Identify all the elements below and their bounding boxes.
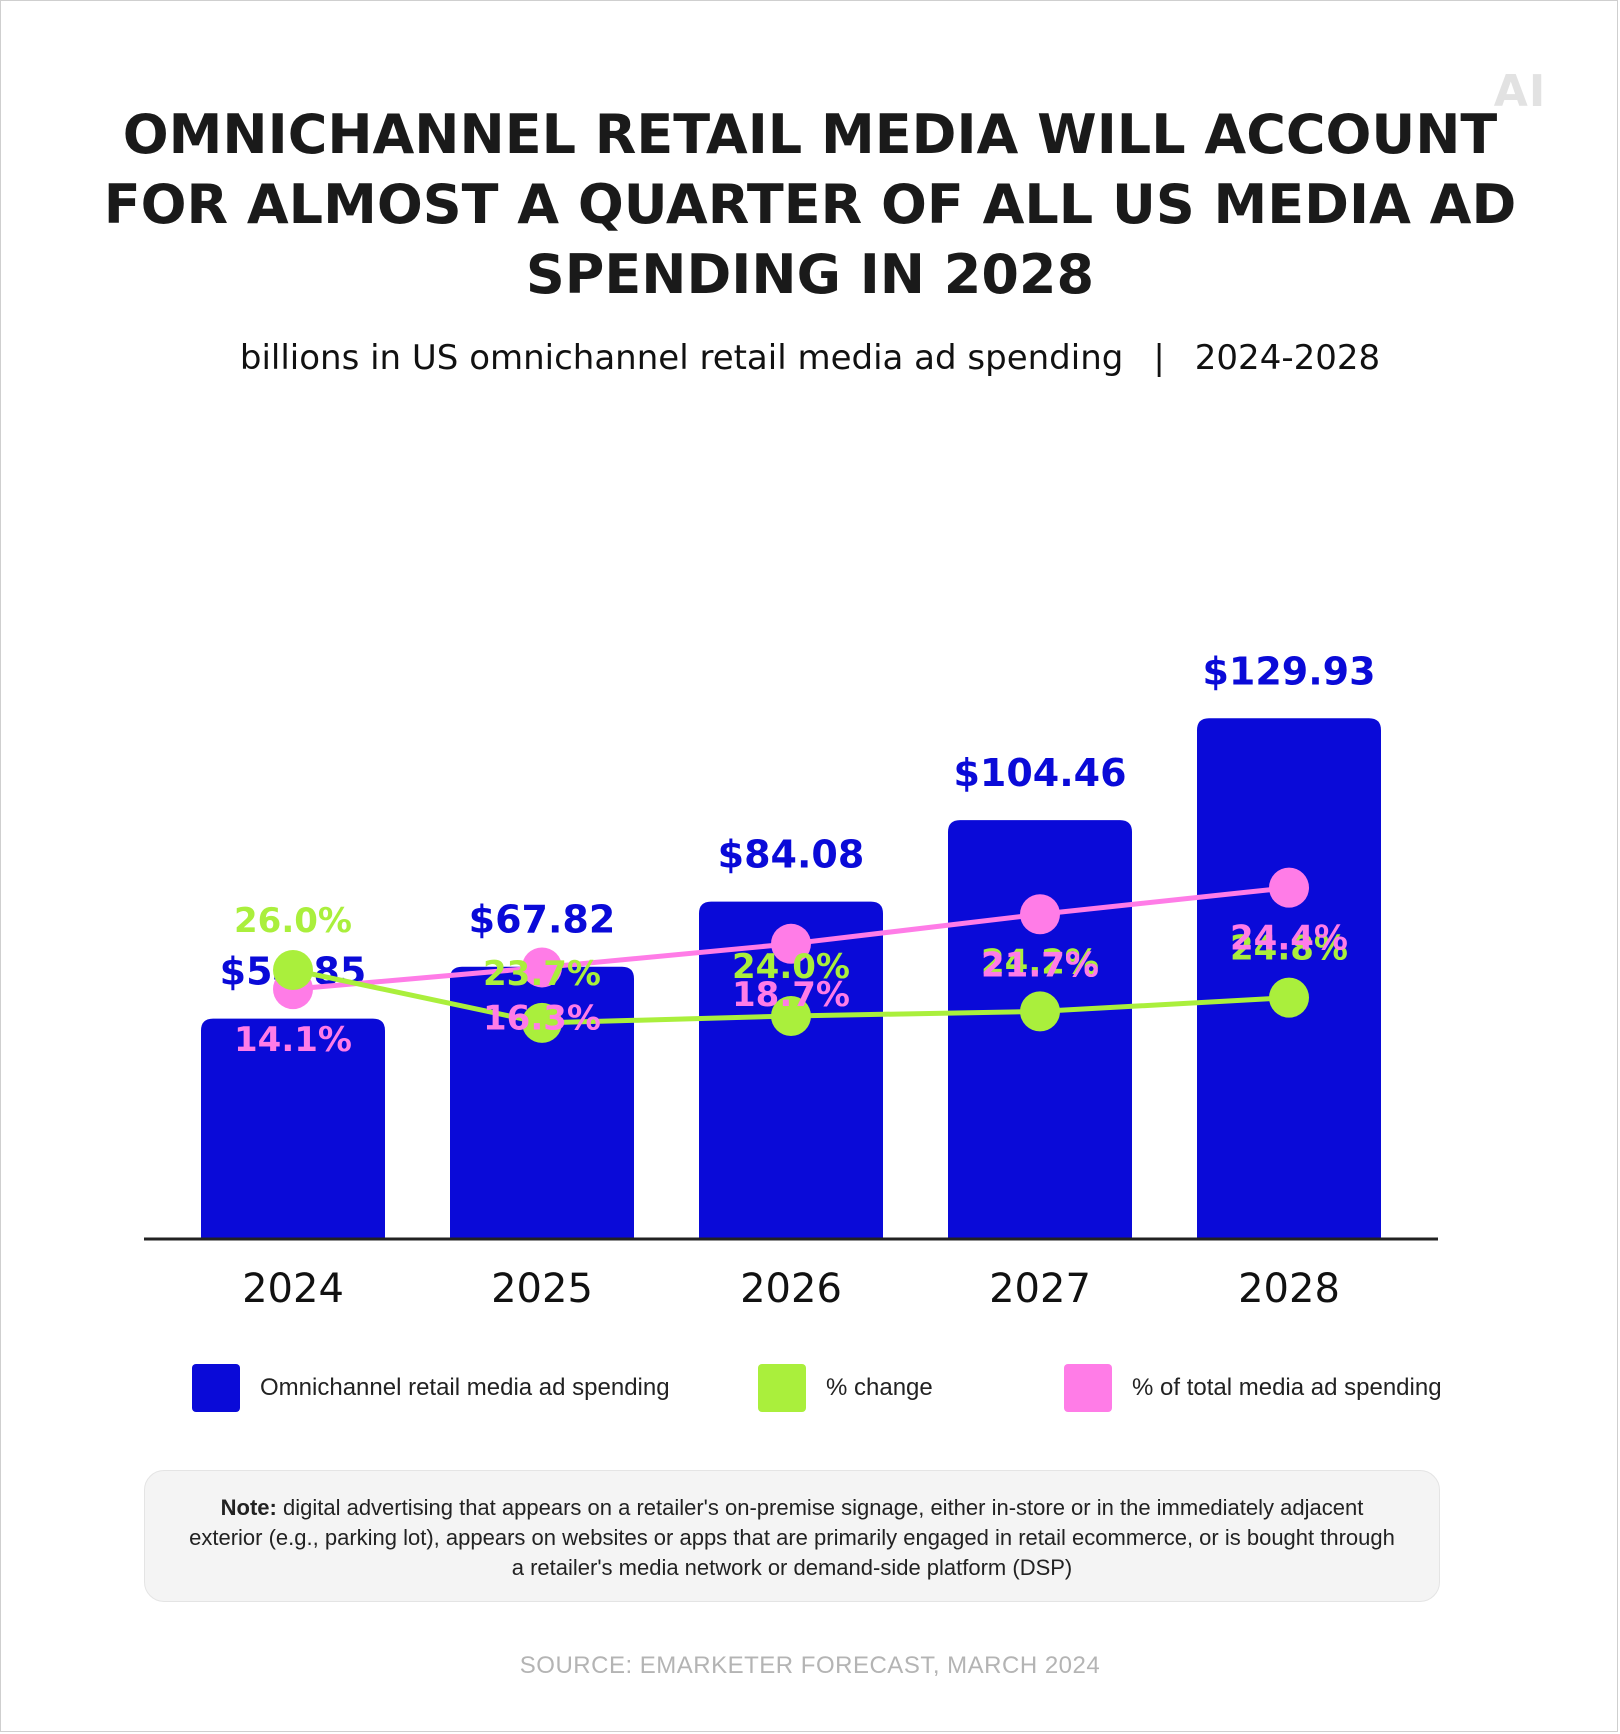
legend-item-share: % of total media ad spending: [1064, 1364, 1442, 1412]
change-label-2025: 23.7%: [483, 954, 601, 994]
share-point-2025: [522, 947, 562, 988]
change-point-2026: [771, 996, 811, 1036]
share-label-2028: 24.4%: [1230, 919, 1348, 959]
share-label-2025: 16.3%: [483, 998, 601, 1038]
change-point-2028: [1269, 977, 1309, 1018]
legend-swatch-spending: [192, 1364, 240, 1412]
bar-2025: [450, 966, 634, 1238]
note-text: digital advertising that appears on a re…: [189, 1495, 1395, 1580]
legend-swatch-share: [1064, 1364, 1112, 1412]
x-tick-label-2024: 2024: [242, 1266, 344, 1312]
share-point-2027: [1020, 894, 1060, 935]
bar-2024: [201, 1018, 385, 1238]
legend: Omnichannel retail media ad spending % c…: [0, 1364, 1620, 1414]
x-tick-label-2027: 2027: [989, 1266, 1091, 1312]
share-label-2027: 21.7%: [981, 945, 1099, 985]
brand-logo: AI: [1493, 66, 1547, 117]
subtitle-separator: |: [1153, 338, 1165, 378]
subtitle-range: 2024-2028: [1194, 338, 1381, 378]
chart-title: OMNICHANNEL RETAIL MEDIA WILL ACCOUNT FO…: [103, 103, 1517, 306]
share-point-2028: [1269, 867, 1309, 908]
legend-swatch-change: [758, 1364, 806, 1412]
x-tick-label-2028: 2028: [1238, 1266, 1340, 1312]
change-label-2026: 24.0%: [732, 947, 850, 987]
note-prefix: Note:: [220, 1495, 277, 1520]
x-tick-label-2026: 2026: [740, 1266, 842, 1312]
change-label-2027: 24.2%: [981, 942, 1099, 982]
share-point-2026: [771, 923, 811, 964]
legend-label-spending: Omnichannel retail media ad spending: [260, 1374, 670, 1401]
legend-item-change: % change: [758, 1364, 933, 1412]
bar-value-label-2026: $84.08: [718, 833, 865, 877]
bar-value-label-2027: $104.46: [953, 751, 1126, 795]
bar-value-label-2025: $67.82: [469, 898, 616, 942]
chart-subtitle: billions in US omnichannel retail media …: [60, 338, 1560, 378]
bar-value-label-2028: $129.93: [1202, 649, 1375, 693]
share-label-2024: 14.1%: [234, 1020, 352, 1060]
change-point-2027: [1020, 991, 1060, 1032]
bar-2026: [699, 901, 883, 1238]
subtitle-metric: billions in US omnichannel retail media …: [239, 338, 1124, 378]
legend-item-spending: Omnichannel retail media ad spending: [192, 1364, 670, 1412]
share-label-2026: 18.7%: [732, 975, 850, 1015]
source-line: SOURCE: EMARKETER FORECAST, MARCH 2024: [519, 1652, 1101, 1679]
change-point-2024: [273, 950, 313, 990]
change-point-2025: [522, 1002, 562, 1043]
combo-chart: $54.85$67.82$84.08$104.46$129.9320242025…: [144, 649, 1438, 1312]
legend-label-change: % change: [826, 1374, 933, 1401]
change-label-2028: 24.8%: [1230, 929, 1348, 969]
change-label-2024: 26.0%: [234, 901, 352, 941]
note-box: Note: digital advertising that appears o…: [144, 1470, 1440, 1602]
x-tick-label-2025: 2025: [491, 1266, 593, 1312]
legend-label-share: % of total media ad spending: [1132, 1374, 1442, 1401]
